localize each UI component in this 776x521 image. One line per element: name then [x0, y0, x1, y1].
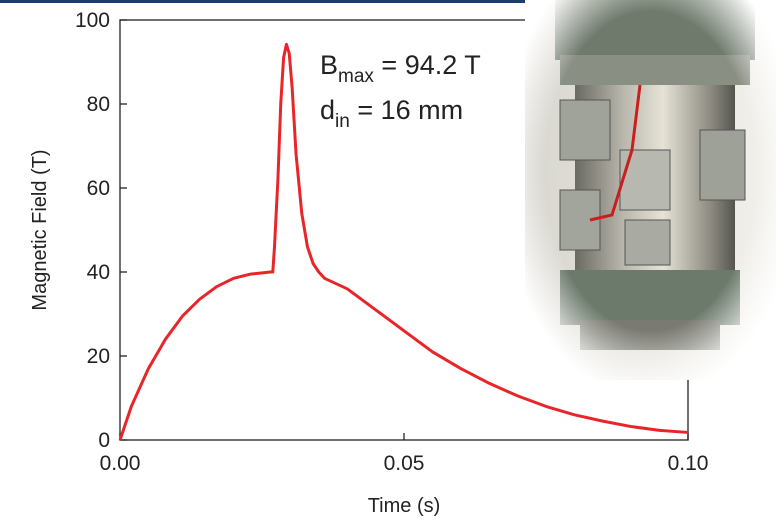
annotation-main: B — [320, 50, 338, 80]
y-tick-label: 20 — [87, 345, 110, 368]
annotation-bmax: Bmax = 94.2 T — [320, 50, 481, 87]
annotation-main: d — [320, 95, 335, 125]
annotation-rest: = 94.2 T — [374, 50, 481, 80]
x-axis-label: Time (s) — [368, 495, 441, 517]
x-tick-label: 0.10 — [668, 452, 709, 475]
annotation-din: din = 16 mm — [320, 95, 463, 132]
y-axis-label: Magnetic Field (T) — [29, 149, 51, 310]
y-tick-label: 40 — [87, 261, 110, 284]
annotation-sub: in — [335, 111, 350, 132]
x-tick-label: 0.05 — [384, 452, 425, 475]
plot: 0 20 40 60 80 100 0.00 0.05 0.10 Time (s) Magnetic… — [29, 9, 708, 517]
y-tick-label: 0 — [98, 429, 110, 452]
magnet-photo — [525, 0, 776, 380]
annotation-rest: = 16 mm — [350, 95, 463, 125]
y-tick-label: 100 — [75, 9, 110, 32]
annotation-sub: max — [338, 66, 374, 87]
x-tick-label: 0.00 — [100, 452, 141, 475]
top-band — [0, 0, 530, 3]
y-tick-label: 80 — [87, 93, 110, 116]
y-tick-label: 60 — [87, 177, 110, 200]
data-line — [118, 42, 689, 441]
